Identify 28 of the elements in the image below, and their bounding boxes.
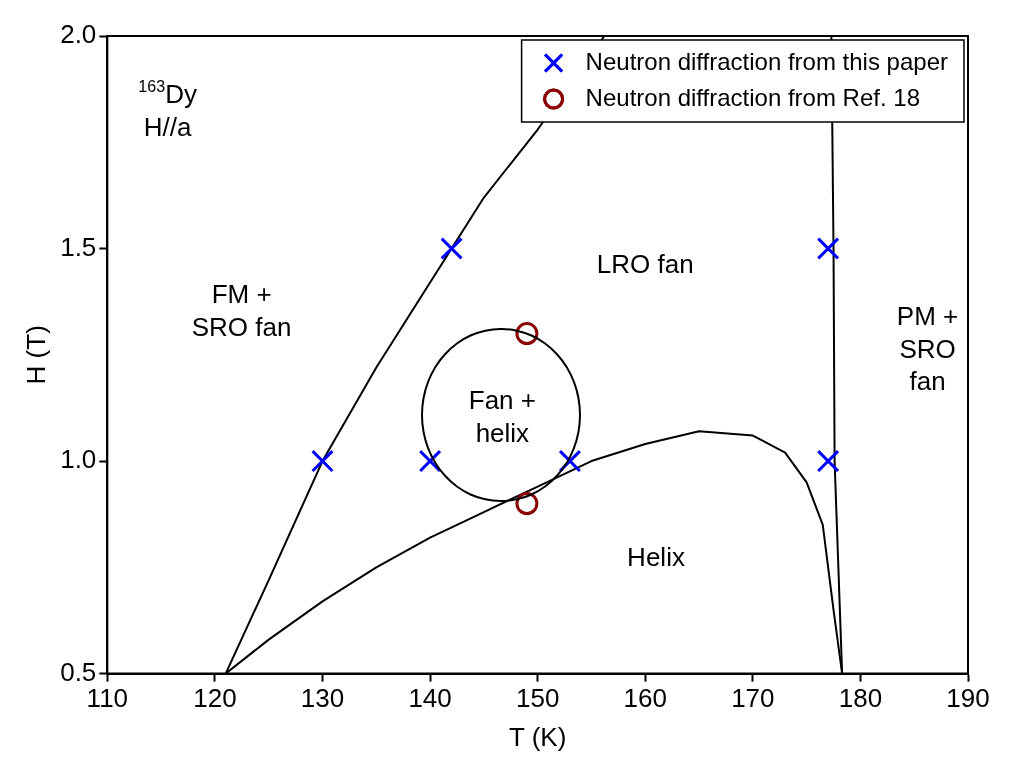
annotation: Helix — [627, 542, 685, 572]
y-tick-label: 1.0 — [60, 444, 97, 475]
x-tick-label: 190 — [946, 683, 990, 714]
point — [311, 449, 334, 473]
x-tick-label: 160 — [623, 683, 667, 714]
legend-label: Neutron diffraction from this paper — [585, 47, 949, 75]
point — [816, 237, 840, 260]
y-axis-title: H (T) — [20, 325, 51, 385]
legend-label: Neutron diffraction from Ref. 18 — [585, 83, 920, 111]
x-axis-title: T (K) — [509, 721, 567, 752]
x-tick-label: 150 — [515, 683, 560, 714]
x-tick-label: 140 — [408, 683, 452, 714]
x-tick-label: 170 — [731, 683, 775, 714]
annotation: Fan + helix — [468, 385, 536, 448]
point — [515, 322, 539, 346]
x-tick-label: 130 — [300, 683, 345, 714]
point — [418, 449, 442, 473]
x-tick-label: 180 — [838, 683, 883, 714]
x-tick-label: 120 — [193, 683, 237, 714]
point — [816, 449, 840, 473]
y-tick-label: 2.0 — [60, 19, 97, 50]
annotation: LRO fan — [596, 248, 694, 279]
y-tick-label: 1.5 — [60, 231, 97, 262]
point — [515, 492, 539, 516]
annotation: FM + SRO fan — [191, 279, 292, 342]
point — [558, 449, 582, 473]
annotation: PM + SRO fan — [896, 301, 959, 397]
point — [440, 237, 464, 260]
